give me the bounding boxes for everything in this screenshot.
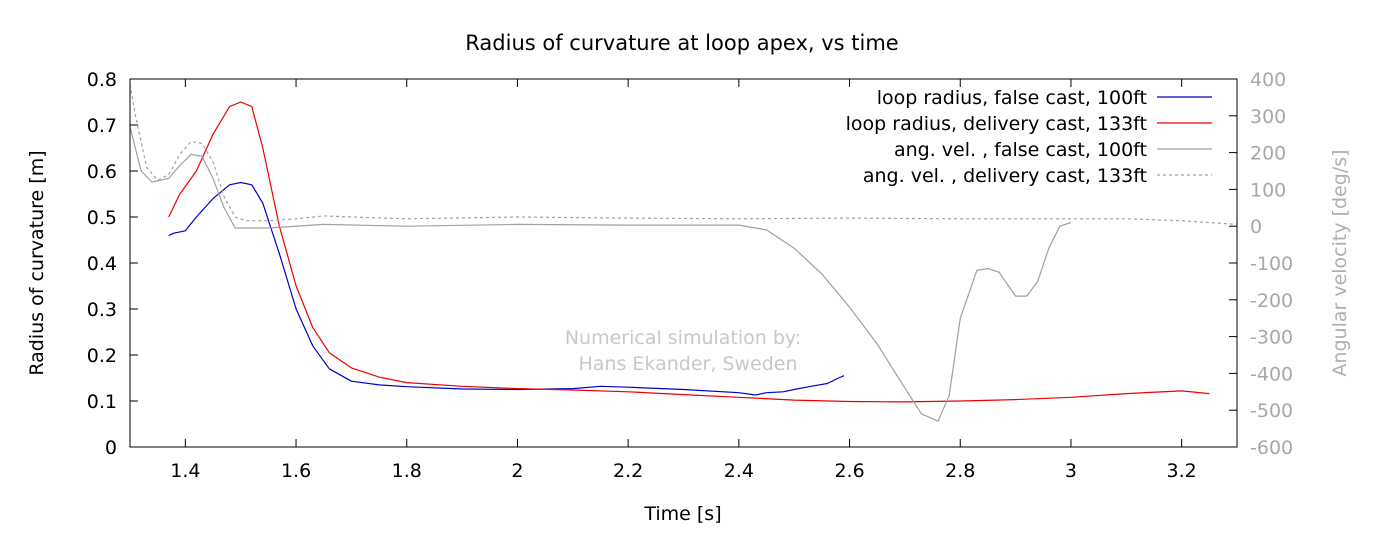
annotation-line-2: Hans Ekander, Sweden xyxy=(579,353,798,375)
series-line-1 xyxy=(168,181,845,396)
y2-tick-label: 100 xyxy=(1250,179,1286,201)
x-tick-label: 2.2 xyxy=(613,460,643,482)
y-tick-label: 0.1 xyxy=(87,391,117,413)
y2-tick-label: -600 xyxy=(1250,437,1293,459)
x-tick-label: 3.2 xyxy=(1167,460,1197,482)
y2-tick-label: -200 xyxy=(1250,290,1293,312)
y2-tick-label: -400 xyxy=(1250,363,1293,385)
y2-tick-label: 300 xyxy=(1250,106,1286,128)
y2-tick-label: 400 xyxy=(1250,69,1286,91)
x-axis-label: Time [s] xyxy=(643,503,721,525)
y2-tick-label: -500 xyxy=(1250,400,1293,422)
legend-label-2: loop radius, delivery cast, 133ft xyxy=(846,113,1147,135)
legend-label-3: ang. vel. , false cast, 100ft xyxy=(894,139,1147,161)
y2-axis-label: Angular velocity [deg/s] xyxy=(1329,149,1351,376)
y-tick-label: 0.2 xyxy=(87,345,117,367)
y2-axis-ticks: -600 -500 -400 -300 -200 -100 0 100 200 300 400 xyxy=(1229,69,1293,459)
y2-tick-label: 0 xyxy=(1250,216,1262,238)
series-group xyxy=(129,84,1238,422)
x-tick-label: 1.4 xyxy=(170,460,200,482)
y-tick-label: 0.6 xyxy=(87,161,117,183)
series-line-2 xyxy=(168,101,1210,403)
x-tick-label: 3 xyxy=(1065,460,1077,482)
chart-title: Radius of curvature at loop apex, vs tim… xyxy=(465,31,898,55)
series-line-3 xyxy=(129,126,1072,422)
x-tick-label: 2.8 xyxy=(945,460,975,482)
y-tick-label: 0.7 xyxy=(87,115,117,137)
annotation-line-1: Numerical simulation by: xyxy=(565,327,801,349)
y-tick-label: 0 xyxy=(105,437,117,459)
legend-label-1: loop radius, false cast, 100ft xyxy=(877,87,1147,109)
y-axis-label: Radius of curvature [m] xyxy=(26,150,48,375)
legend: loop radius, false cast, 100ft loop radiu… xyxy=(846,87,1212,187)
y2-tick-label: 200 xyxy=(1250,143,1286,165)
legend-label-4: ang. vel. , delivery cast, 133ft xyxy=(863,165,1147,187)
y-tick-label: 0.3 xyxy=(87,299,117,321)
x-axis-ticks: 1.4 1.6 1.8 2 2.2 2.4 2.6 2.8 3 3.2 xyxy=(170,79,1197,482)
y-tick-label: 0.5 xyxy=(87,207,117,229)
y2-tick-label: -100 xyxy=(1250,253,1293,275)
y-axis-ticks: 0 0.1 0.2 0.3 0.4 0.5 0.6 0.7 0.8 xyxy=(87,69,138,459)
y-tick-label: 0.4 xyxy=(87,253,117,275)
x-tick-label: 2.4 xyxy=(724,460,754,482)
x-tick-label: 1.6 xyxy=(281,460,311,482)
y2-tick-label: -300 xyxy=(1250,327,1293,349)
y-tick-label: 0.8 xyxy=(87,69,117,91)
x-tick-label: 1.8 xyxy=(392,460,422,482)
x-tick-label: 2.6 xyxy=(834,460,864,482)
x-tick-label: 2 xyxy=(511,460,523,482)
